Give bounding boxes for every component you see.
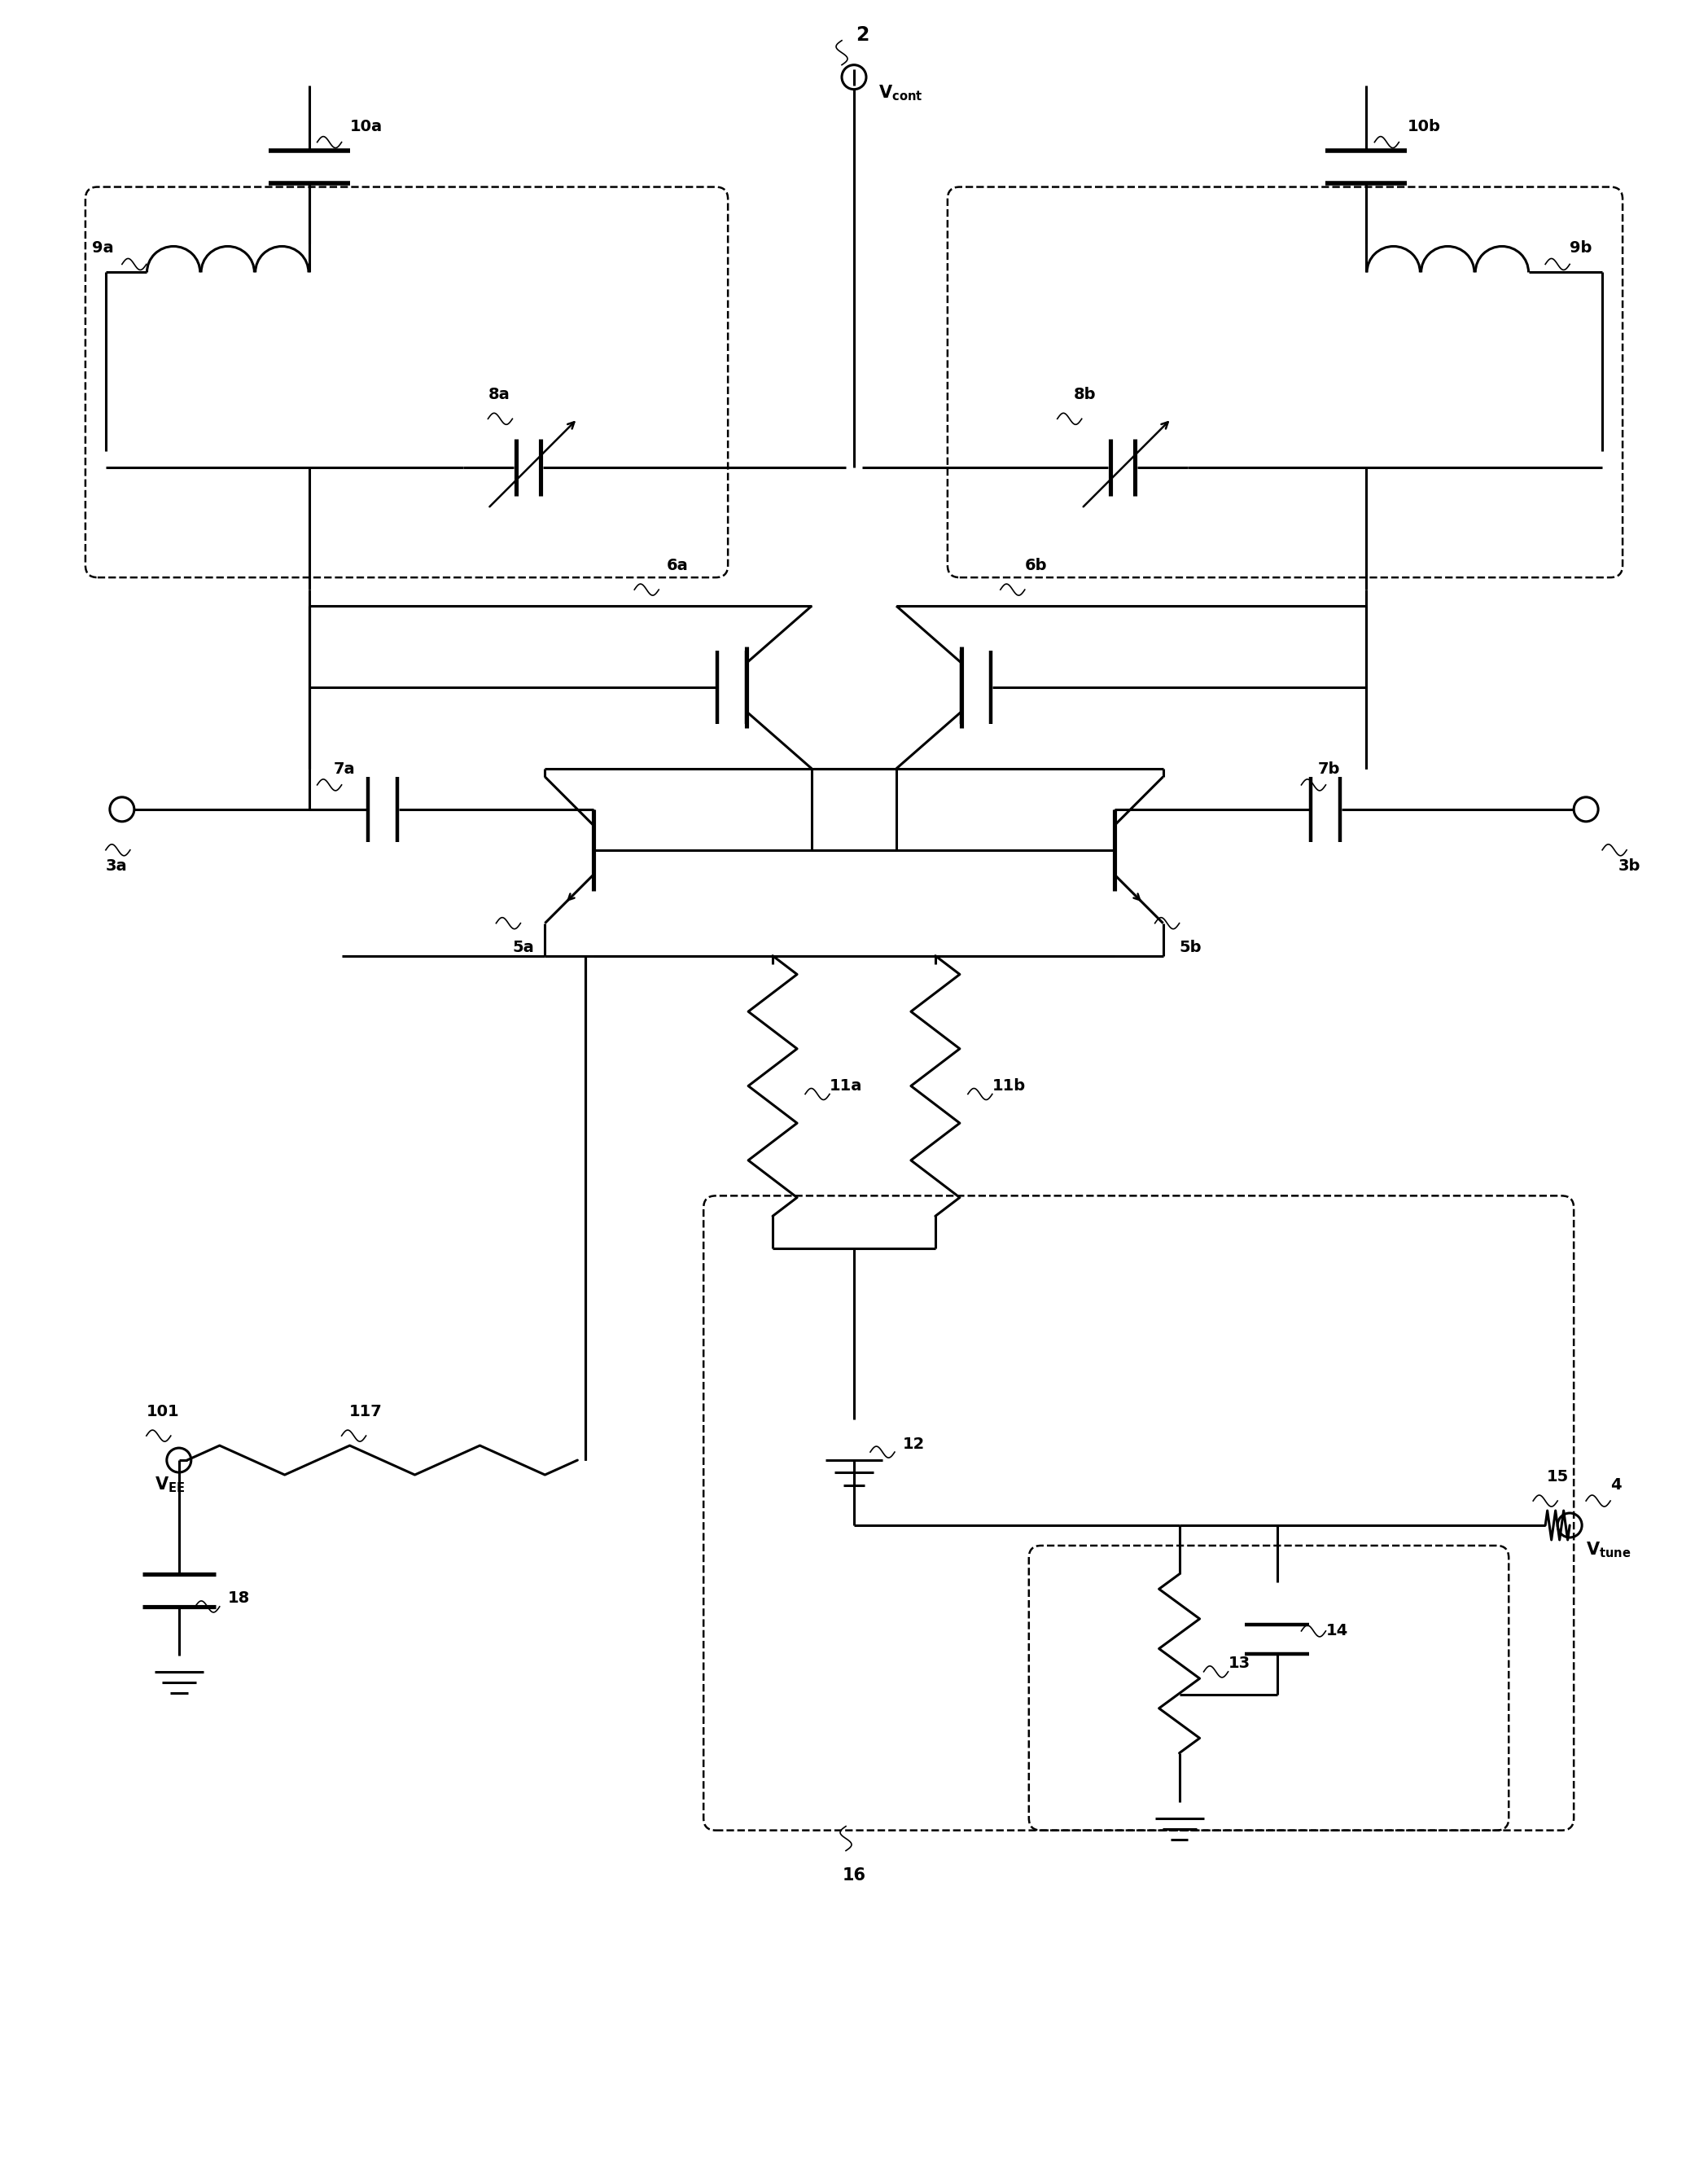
Text: 6b: 6b — [1025, 558, 1047, 573]
Text: 18: 18 — [227, 1591, 249, 1607]
Text: 16: 16 — [842, 1866, 866, 1884]
Text: 11a: 11a — [830, 1079, 863, 1094]
Text: 5b: 5b — [1179, 940, 1202, 955]
Text: 14: 14 — [1325, 1624, 1348, 1639]
Text: V$_\mathbf{cont}$: V$_\mathbf{cont}$ — [878, 83, 922, 102]
Text: 6a: 6a — [666, 558, 688, 573]
Text: 9b: 9b — [1570, 240, 1592, 255]
Text: 12: 12 — [904, 1437, 926, 1452]
Text: 5a: 5a — [512, 940, 535, 955]
Text: 8b: 8b — [1074, 388, 1097, 403]
Text: 117: 117 — [350, 1404, 383, 1419]
Text: 4: 4 — [1611, 1478, 1621, 1493]
Text: 10b: 10b — [1407, 118, 1440, 133]
Text: 15: 15 — [1546, 1469, 1568, 1485]
Text: 8a: 8a — [488, 388, 509, 403]
Text: 9a: 9a — [92, 240, 114, 255]
Text: V$_\mathbf{EE}$: V$_\mathbf{EE}$ — [154, 1476, 184, 1493]
Text: 101: 101 — [147, 1404, 179, 1419]
Text: 11b: 11b — [992, 1079, 1027, 1094]
Text: 7a: 7a — [333, 761, 355, 776]
Text: 3b: 3b — [1619, 859, 1641, 874]
Text: 13: 13 — [1228, 1657, 1250, 1672]
Text: 10a: 10a — [350, 118, 383, 133]
Text: 3a: 3a — [106, 859, 128, 874]
Text: V$_\mathbf{tune}$: V$_\mathbf{tune}$ — [1587, 1539, 1631, 1559]
Text: 2: 2 — [856, 24, 869, 44]
Text: 7b: 7b — [1317, 761, 1339, 776]
